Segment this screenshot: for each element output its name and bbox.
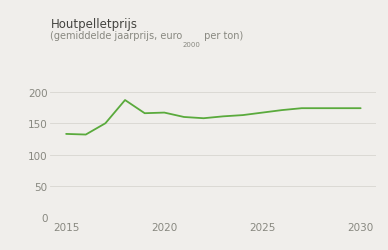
Text: Houtpelletprijs: Houtpelletprijs: [50, 18, 137, 31]
Text: (gemiddelde jaarprijs, euro: (gemiddelde jaarprijs, euro: [50, 31, 183, 41]
Text: 2000: 2000: [183, 42, 201, 48]
Text: per ton): per ton): [201, 31, 243, 41]
